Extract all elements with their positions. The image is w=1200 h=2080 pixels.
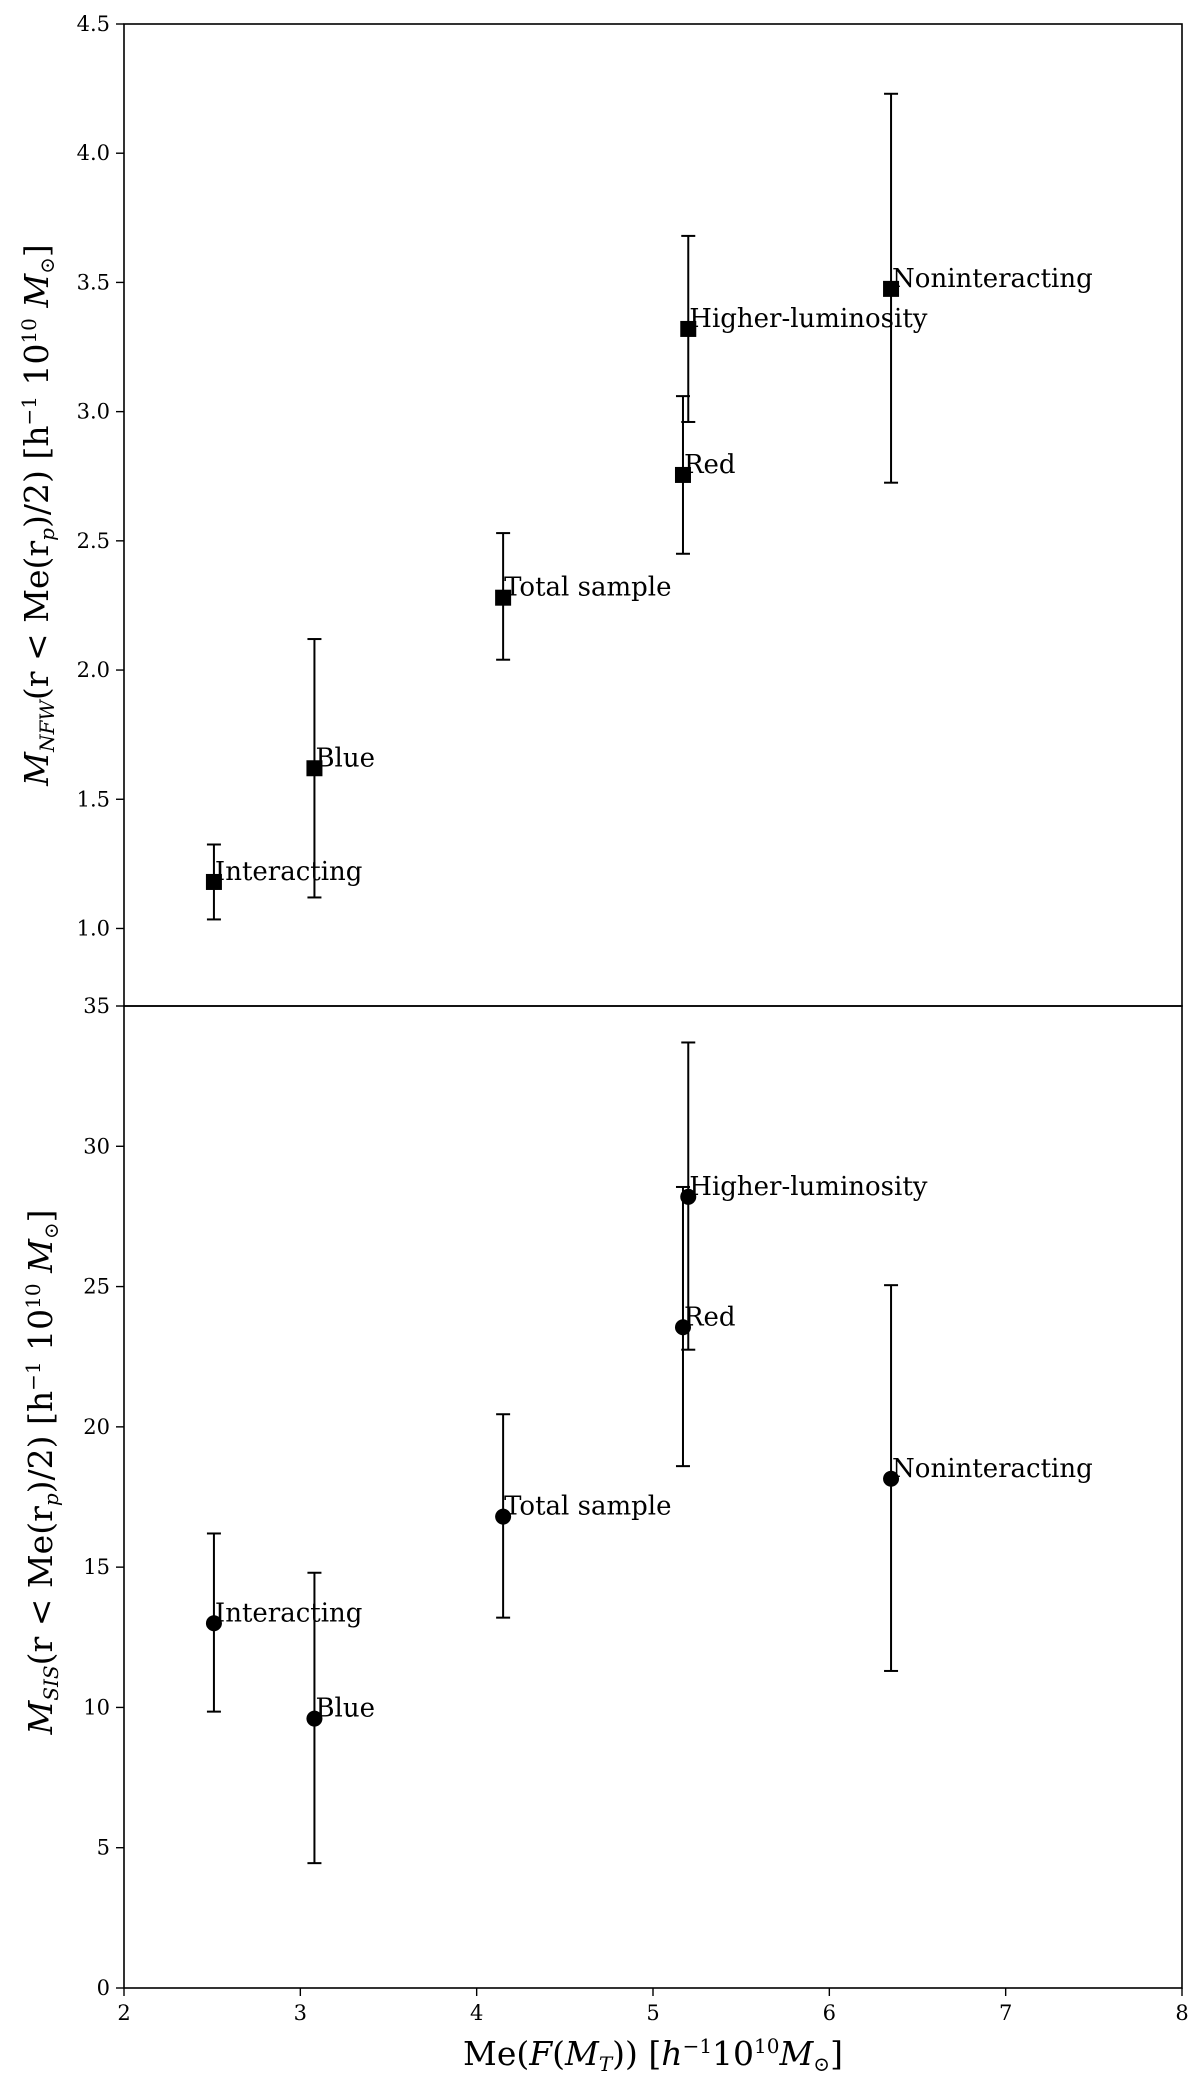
sis-xtick-label: 7: [999, 2001, 1012, 2025]
nfw-ytick-label: 4.0: [77, 141, 110, 165]
sis-xtick-label: 2: [117, 2001, 130, 2025]
point-label: Total sample: [504, 1492, 671, 1522]
nfw-ylabel: MNFW(r < Me(rp)/2) [h−1 1010 M⊙]: [17, 244, 59, 787]
square-marker: [205, 873, 222, 890]
sis-ytick-label: 30: [83, 1134, 110, 1158]
square-marker: [883, 280, 900, 297]
point-label: Noninteracting: [892, 264, 1093, 294]
sis-ylabel: MSIS(r < Me(rp)/2) [h−1 1010 M⊙]: [21, 1210, 63, 1736]
point-label: Interacting: [215, 1598, 363, 1628]
sis-ytick-label: 25: [83, 1275, 110, 1299]
sis-ytick-label: 5: [97, 1836, 110, 1860]
sis-point: Blue: [306, 1571, 375, 1865]
nfw-ytick-label: 3.5: [77, 270, 110, 294]
nfw-point: Noninteracting: [883, 92, 1093, 484]
sis-panel: 0 5 10 15 20 25 30 35 2 3 4 5 6 7 8 Interacting Blue Tota…: [83, 994, 1188, 2025]
nfw-point: Blue: [306, 638, 375, 899]
nfw-ytick-label: 4.5: [77, 12, 110, 36]
point-label: Blue: [315, 743, 375, 773]
sis-point: Interacting: [205, 1532, 363, 1713]
sis-point: Noninteracting: [883, 1284, 1093, 1672]
sis-ytick-label: 35: [83, 994, 110, 1018]
circle-marker: [883, 1470, 900, 1487]
point-label: Higher-luminosity: [689, 304, 928, 334]
nfw-ytick-label: 3.0: [77, 400, 110, 424]
sis-ytick-label: 0: [97, 1976, 110, 2000]
xlabel: Me(F(MT)) [h−11010M⊙]: [463, 2034, 843, 2076]
point-label: Noninteracting: [892, 1454, 1093, 1484]
square-marker: [674, 466, 691, 483]
square-marker: [495, 589, 512, 606]
point-label: Higher-luminosity: [689, 1172, 928, 1202]
sis-point: Red: [674, 1185, 736, 1468]
nfw-ytick-label: 1.0: [77, 916, 110, 940]
nfw-point: Interacting: [205, 843, 363, 921]
sis-point: Total sample: [495, 1413, 671, 1619]
square-marker: [680, 320, 697, 337]
sis-point: Higher-luminosity: [680, 1041, 928, 1351]
nfw-ytick-label: 2.0: [77, 658, 110, 682]
nfw-point: Total sample: [495, 532, 671, 661]
sis-xtick-label: 4: [470, 2001, 483, 2025]
sis-ytick-label: 20: [83, 1415, 110, 1439]
point-label: Blue: [315, 1694, 375, 1724]
point-label: Red: [684, 450, 736, 480]
sis-ytick-label: 10: [83, 1695, 110, 1719]
square-marker: [306, 760, 323, 777]
nfw-point: Red: [674, 395, 736, 555]
nfw-panel: 1.0 1.5 2.0 2.5 3.0 3.5 4.0 4.5 Interacting Blue T…: [77, 12, 1183, 1007]
circle-marker: [495, 1508, 512, 1525]
circle-marker: [680, 1188, 697, 1205]
sis-xtick-label: 8: [1175, 2001, 1188, 2025]
circle-marker: [205, 1615, 222, 1632]
nfw-ytick-label: 1.5: [77, 787, 110, 811]
sis-xtick-label: 3: [294, 2001, 307, 2025]
nfw-point: Higher-luminosity: [680, 234, 928, 423]
point-label: Interacting: [215, 857, 363, 887]
point-label: Red: [684, 1302, 736, 1332]
sis-xtick-label: 5: [646, 2001, 659, 2025]
circle-marker: [674, 1319, 691, 1336]
nfw-ytick-label: 2.5: [77, 529, 110, 553]
sis-xtick-label: 6: [823, 2001, 836, 2025]
point-label: Total sample: [504, 573, 671, 603]
circle-marker: [306, 1710, 323, 1727]
sis-ytick-label: 15: [83, 1555, 110, 1579]
